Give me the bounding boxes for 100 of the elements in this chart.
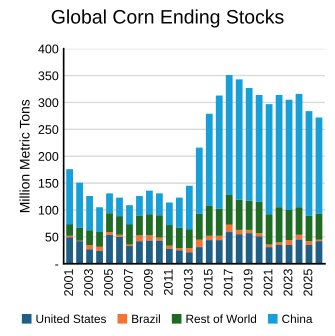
bar	[166, 202, 173, 226]
bar	[256, 94, 263, 202]
bar	[286, 100, 292, 210]
bar	[136, 196, 143, 216]
bar	[186, 186, 193, 230]
x-tick-label: 2009	[144, 269, 153, 296]
bar	[206, 206, 213, 236]
x-tick-label: 2013	[184, 269, 193, 296]
bar	[266, 214, 272, 244]
bar	[296, 240, 302, 264]
bar	[156, 215, 163, 238]
bar	[306, 216, 312, 242]
bar	[196, 240, 203, 248]
legend-label: Brazil	[132, 314, 160, 324]
legend-label: United States	[36, 314, 106, 324]
x-tick-label: 2019	[244, 269, 253, 296]
bar	[136, 216, 143, 236]
y-tick-label: 150	[38, 178, 58, 188]
bar	[136, 241, 143, 264]
bar	[86, 244, 93, 250]
bar	[76, 228, 83, 241]
y-tick-label: 350	[38, 71, 58, 80]
bar	[86, 230, 93, 245]
bar	[156, 240, 163, 264]
bar	[166, 248, 173, 264]
bar	[146, 235, 153, 241]
bar	[296, 94, 302, 208]
bar	[306, 241, 312, 245]
bar	[276, 94, 282, 208]
bar	[316, 241, 322, 264]
bar	[76, 241, 83, 264]
bar	[186, 248, 193, 252]
y-tick-label: -	[55, 264, 58, 266]
bar	[286, 244, 292, 264]
bar	[206, 240, 213, 264]
bar	[106, 213, 113, 232]
x-tick-label: 2025	[303, 269, 312, 296]
bar	[226, 194, 233, 225]
bar	[146, 240, 153, 264]
bar	[256, 202, 263, 234]
bar	[146, 214, 153, 236]
bar	[66, 224, 74, 236]
x-tick-label: 2001	[64, 269, 73, 296]
bar	[146, 190, 153, 214]
bar	[96, 246, 103, 251]
bar	[226, 75, 233, 195]
bar	[66, 169, 74, 225]
bar	[246, 88, 253, 201]
bar	[176, 228, 183, 248]
bar	[156, 237, 163, 241]
x-tick-label: 2021	[264, 269, 272, 296]
bar	[216, 208, 223, 236]
x-tick-label: 2023	[284, 269, 292, 296]
x-tick-label: 2015	[204, 269, 213, 296]
bar	[186, 229, 193, 248]
bar	[76, 182, 83, 228]
y-tick-label: 300	[38, 98, 58, 108]
bar	[266, 247, 272, 264]
bar	[276, 242, 282, 245]
bar	[286, 210, 292, 240]
bar	[256, 233, 263, 236]
bar	[126, 246, 133, 264]
bar	[226, 224, 233, 232]
bar	[246, 200, 253, 230]
bar	[266, 104, 272, 214]
bar	[96, 207, 103, 232]
bar	[236, 79, 243, 200]
bar	[296, 234, 302, 240]
bar	[116, 198, 123, 216]
bar	[106, 193, 113, 214]
bar	[86, 196, 93, 230]
bar	[296, 207, 302, 235]
bar	[96, 232, 103, 247]
bar	[166, 225, 173, 246]
bar	[196, 214, 203, 240]
y-tick-label: 250	[38, 125, 58, 134]
bar	[316, 214, 322, 240]
y-tick-label: 50	[45, 232, 58, 242]
bar	[286, 240, 292, 245]
bar	[256, 236, 263, 264]
bar	[106, 234, 113, 264]
x-tick-label: 2011	[164, 269, 173, 295]
legend-label: China	[282, 314, 312, 324]
bar	[246, 233, 253, 264]
y-tick-label: 400	[38, 44, 58, 54]
bar	[136, 235, 143, 242]
y-tick-label: 100	[38, 206, 58, 215]
bar	[106, 232, 113, 235]
bar	[196, 148, 203, 214]
x-tick-label: 2003	[84, 269, 93, 296]
bar	[116, 216, 123, 235]
bar	[276, 207, 282, 242]
bar	[86, 249, 93, 264]
legend-label: Rest of World	[186, 314, 256, 324]
x-tick-label: 2017	[224, 269, 233, 296]
bar	[96, 250, 103, 264]
bar	[266, 244, 272, 248]
bar	[196, 247, 203, 264]
bar	[236, 234, 243, 264]
bar	[126, 205, 133, 225]
